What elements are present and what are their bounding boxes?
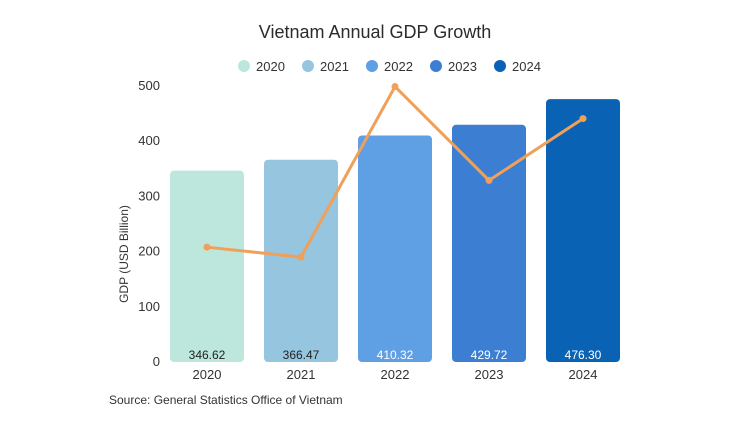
overlay-line-point [203, 243, 211, 251]
legend-swatch [366, 60, 378, 72]
bar-value-label: 429.72 [471, 348, 508, 362]
bar-value-label: 346.62 [189, 348, 226, 362]
y-tick-label: 200 [138, 244, 160, 259]
y-tick-label: 300 [138, 188, 160, 203]
bars: 346.62 366.47 410.32 429.72 476.30 [170, 99, 620, 363]
legend-swatch [238, 60, 250, 72]
bar-2024 [546, 99, 620, 362]
overlay-line-point [485, 176, 493, 184]
y-axis-ticks: 0 100 200 300 400 500 [138, 78, 160, 369]
legend-label: 2023 [448, 59, 477, 74]
legend-swatch [494, 60, 506, 72]
y-tick-label: 500 [138, 78, 160, 93]
overlay-line-point [391, 83, 399, 91]
x-tick-label: 2021 [287, 367, 316, 382]
x-tick-label: 2023 [475, 367, 504, 382]
bar-value-label: 476.30 [565, 348, 602, 362]
y-tick-label: 400 [138, 133, 160, 148]
x-axis-ticks: 2020 2021 2022 2023 2024 [193, 367, 598, 382]
overlay-line-series [203, 83, 587, 261]
x-tick-label: 2024 [569, 367, 598, 382]
legend-label: 2020 [256, 59, 285, 74]
source-note: Source: General Statistics Office of Vie… [109, 393, 343, 407]
x-tick-label: 2022 [381, 367, 410, 382]
overlay-line-point [579, 115, 587, 123]
y-axis-label: GDP (USD Billion) [117, 205, 131, 303]
bar-2021 [264, 159, 338, 362]
y-tick-label: 100 [138, 299, 160, 314]
bar-2022 [358, 135, 432, 362]
chart-title: Vietnam Annual GDP Growth [259, 22, 491, 42]
bar-value-label: 410.32 [377, 348, 414, 362]
y-tick-label: 0 [153, 354, 160, 369]
bar-2023 [452, 124, 526, 363]
legend-label: 2022 [384, 59, 413, 74]
legend: 2020 2021 2022 2023 2024 [238, 59, 541, 74]
bar-2020 [170, 170, 244, 362]
legend-swatch [302, 60, 314, 72]
overlay-line-point [297, 253, 305, 261]
x-tick-label: 2020 [193, 367, 222, 382]
legend-label: 2024 [512, 59, 541, 74]
bar-value-label: 366.47 [283, 348, 320, 362]
legend-swatch [430, 60, 442, 72]
legend-label: 2021 [320, 59, 349, 74]
